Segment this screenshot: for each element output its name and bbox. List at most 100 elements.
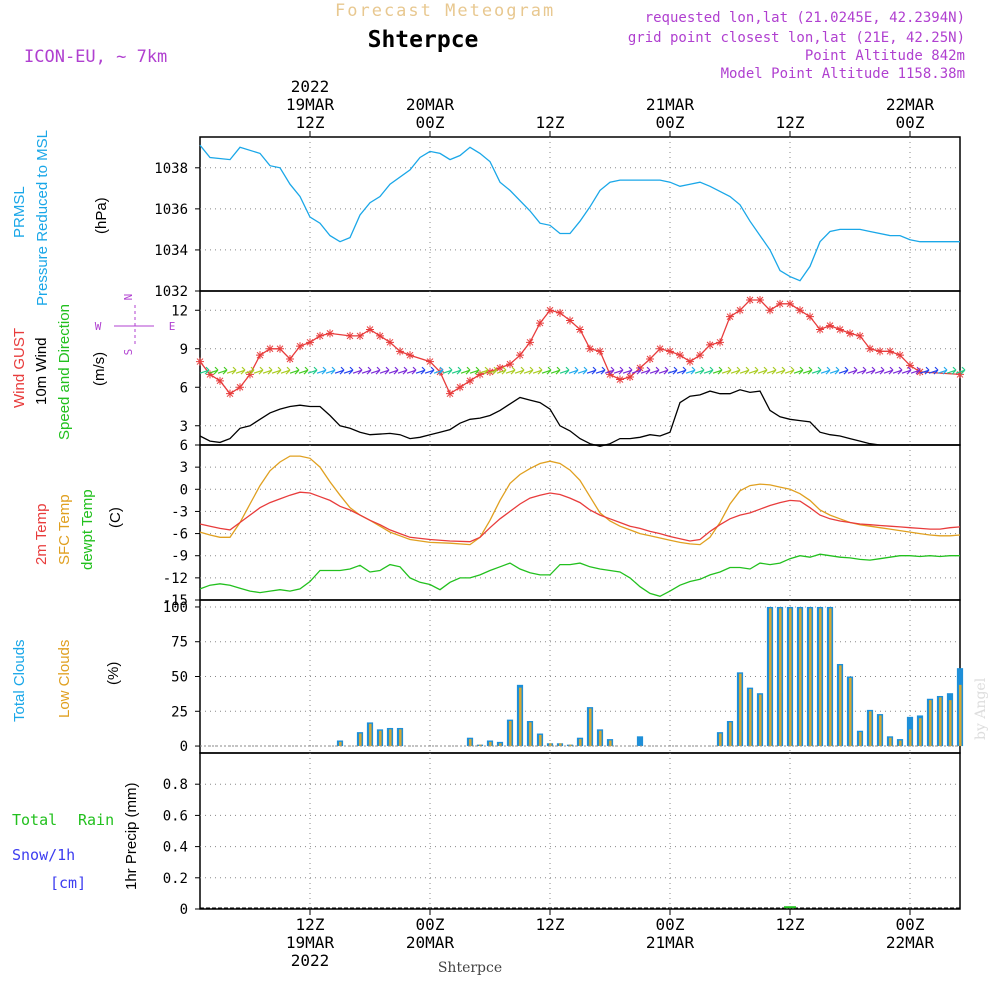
wind-arrow: [280, 366, 291, 375]
precip-unit-label: 1hr Precip (mm): [123, 782, 140, 890]
low-cloud-bar: [749, 689, 752, 747]
bottom-hour-label: 12Z: [296, 915, 325, 934]
y-tick-label-wind: 3: [180, 419, 188, 435]
bottom-day-label: 22MAR: [886, 933, 935, 952]
gust-marker: [656, 344, 664, 353]
wind-arrow: [874, 366, 885, 375]
low-cloud-bar: [549, 743, 552, 747]
gust-marker: [286, 355, 294, 364]
wind-arrow: [334, 366, 345, 375]
wind-arrow: [955, 366, 966, 375]
compass-e: E: [169, 320, 176, 333]
wind-arrow: [541, 366, 552, 375]
gust-marker: [666, 347, 674, 356]
y-tick-label-precipitation: 0.4: [163, 840, 188, 856]
low-cloud-bar: [839, 665, 842, 747]
wind-arrow: [559, 366, 570, 375]
gust-marker: [376, 331, 384, 340]
gust-marker: [306, 338, 314, 347]
wind-arrow: [640, 366, 651, 375]
wind-arrow: [901, 366, 912, 375]
wind-arrow: [712, 366, 723, 375]
wind-arrow: [676, 366, 687, 375]
low-cloud-bar: [799, 608, 802, 747]
top-day-label: 21MAR: [646, 95, 695, 114]
rain-label: Rain: [78, 811, 114, 829]
bottom-hour-label: 00Z: [656, 915, 685, 934]
pressure-label-prmsl: PRMSL: [11, 186, 28, 238]
gust-marker: [816, 325, 824, 334]
cloud-unit: (%): [105, 662, 122, 685]
low-cloud-bar: [569, 744, 572, 747]
wind-arrow: [856, 366, 867, 375]
wind-arrow: [892, 366, 903, 375]
precip-labels: Total Rain Snow/1h [cm] 1hr Precip (mm): [12, 782, 140, 892]
wind-arrow: [460, 366, 471, 375]
y-tick-label-clouds: 75: [171, 635, 188, 651]
bottom-hour-label: 12Z: [776, 915, 805, 934]
gust-marker: [226, 389, 234, 398]
gust-marker: [216, 376, 224, 385]
gust-marker: [646, 355, 654, 364]
gust-marker: [886, 347, 894, 356]
gust-marker: [906, 361, 914, 370]
wind-arrow: [694, 366, 705, 375]
gust-marker: [746, 295, 754, 304]
low-cloud-bar: [579, 739, 582, 747]
low-cloud-bar: [609, 740, 612, 747]
wind-arrow: [388, 366, 399, 375]
bottom-year-label: 2022: [291, 951, 330, 970]
wind-direction-label: Speed and Direction: [56, 304, 73, 440]
wind-arrow: [649, 366, 660, 375]
low-cloud-bar: [899, 740, 902, 747]
low-cloud-bar: [789, 608, 792, 747]
footer-location: Shterpce: [438, 960, 502, 976]
gust-marker: [776, 299, 784, 308]
wind-arrow: [919, 366, 930, 375]
low-cloud-bar: [589, 708, 592, 747]
gust-marker: [426, 357, 434, 366]
gust-marker: [856, 331, 864, 340]
gust-marker: [826, 321, 834, 330]
compass-s: S: [122, 349, 135, 356]
wind-arrow: [766, 366, 777, 375]
top-hour-label: 00Z: [896, 113, 925, 132]
temp-dewpt-label: dewpt Temp: [79, 489, 96, 570]
snow-unit-label: [cm]: [50, 874, 86, 892]
top-hour-label: 00Z: [416, 113, 445, 132]
wind-10m-line: [199, 389, 960, 447]
bottom-hour-label: 00Z: [896, 915, 925, 934]
wind-arrow: [784, 366, 795, 375]
y-tick-labels: 1032 1034 1036 1038 3 6 9 12 6 3 0 -3 -6 -9 -12 -15 0 25 5…: [154, 161, 188, 918]
wind-arrow: [748, 366, 759, 375]
y-tick-label-wind: 12: [171, 303, 188, 319]
point-altitude: Point Altitude 842m: [805, 48, 965, 64]
wind-arrow: [595, 366, 606, 375]
wind-gust-line: [199, 299, 961, 395]
gust-marker: [726, 312, 734, 321]
grid-lines: [195, 137, 960, 910]
low-cloud-bar: [929, 700, 932, 747]
low-cloud-bar: [859, 732, 862, 747]
wind-arrow: [298, 366, 309, 375]
wind-arrow: [361, 366, 372, 375]
top-year-label: 2022: [291, 77, 330, 96]
top-hour-label: 12Z: [536, 113, 565, 132]
wind-arrow: [505, 366, 516, 375]
gust-marker: [676, 351, 684, 360]
bottom-hour-label: 12Z: [536, 915, 565, 934]
panel-frames: [199, 136, 961, 910]
low-cloud-bar: [479, 744, 482, 747]
low-cloud-bar: [819, 608, 822, 747]
wind-arrow: [703, 366, 714, 375]
y-tick-label-temperature: -9: [171, 549, 188, 565]
wind-arrow: [514, 366, 525, 375]
wind-10m-label: 10m Wind: [33, 337, 50, 405]
wind-gust-label: Wind GUST: [11, 328, 28, 408]
gust-marker: [266, 344, 274, 353]
total-clouds-label: Total Clouds: [11, 639, 28, 722]
temp-2m-label: 2m Temp: [33, 504, 50, 565]
prmsl-line: [199, 144, 960, 282]
gust-marker: [916, 367, 924, 376]
gust-marker: [736, 306, 744, 315]
